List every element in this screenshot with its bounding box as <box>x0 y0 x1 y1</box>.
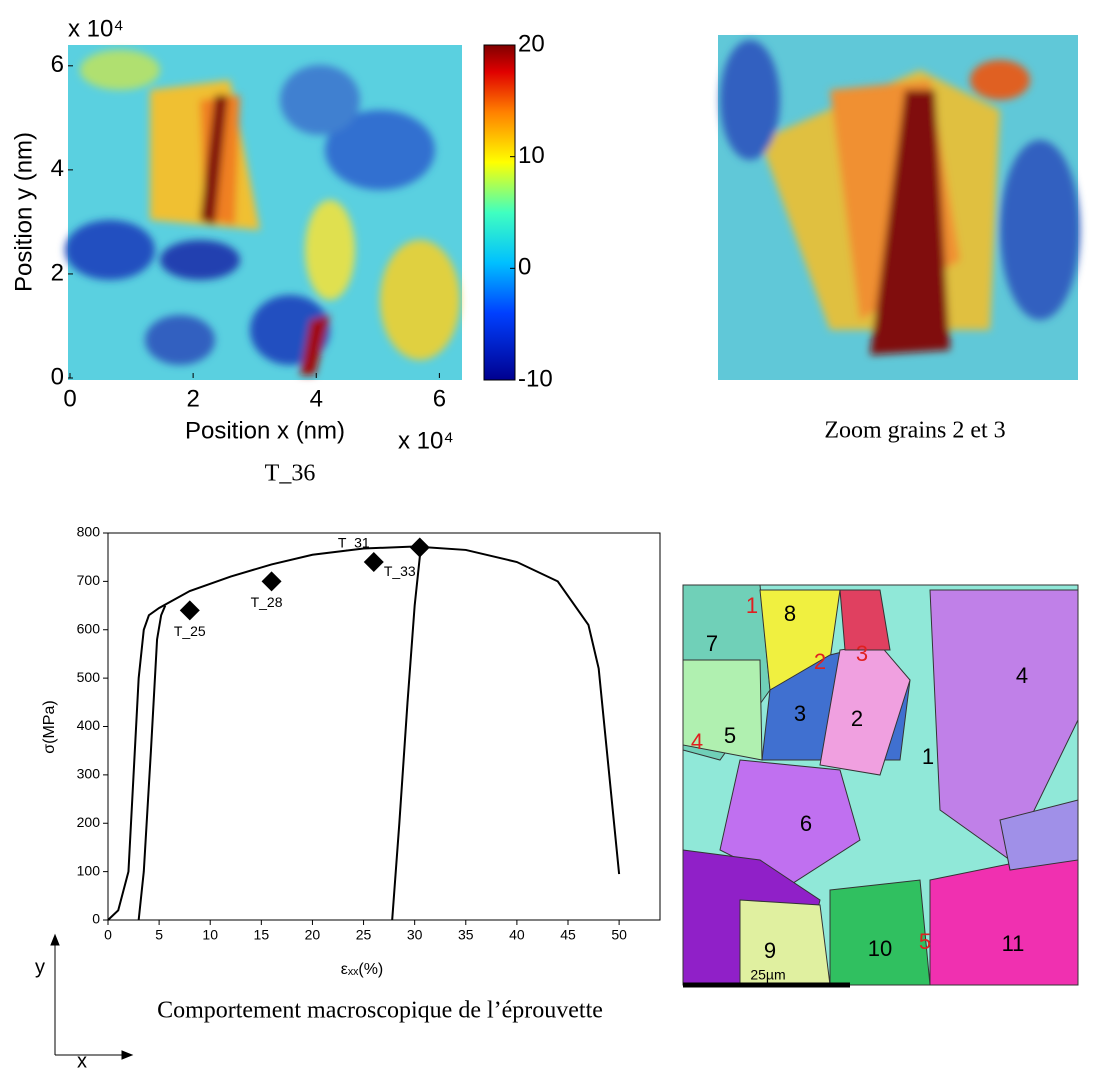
x-tick-label: 10 <box>202 927 218 943</box>
scale-label: 25µm <box>750 967 785 983</box>
heatmap-image <box>65 45 462 380</box>
y-tick-label: 0 <box>92 911 100 927</box>
grain-label: 4 <box>691 729 703 754</box>
zoom-caption: Zoom grains 2 et 3 <box>824 418 1005 444</box>
grain-label: 11 <box>1002 931 1025 956</box>
colorbar-tick-label: 10 <box>518 142 545 169</box>
grain-label: 9 <box>764 938 776 963</box>
grain-label: 10 <box>868 936 892 961</box>
y-multiplier: x 10⁴ <box>68 15 124 42</box>
marker <box>179 600 200 621</box>
x-tick-label: 45 <box>560 927 576 943</box>
x-tick-label: 4 <box>310 385 323 412</box>
y-tick-label: 200 <box>77 814 101 830</box>
colorbar-tick-label: 20 <box>518 30 545 57</box>
x-tick-label: 40 <box>509 927 525 943</box>
marker <box>409 537 430 558</box>
y-tick-label: 4 <box>51 155 64 182</box>
y-tick-label: 700 <box>77 572 101 588</box>
x-tick-label: 50 <box>611 927 627 943</box>
x-tick-label: 35 <box>458 927 474 943</box>
axis-indicator-label: x <box>77 1050 87 1068</box>
x-axis-label: Position x (nm) <box>185 417 345 444</box>
grain-label: 7 <box>706 631 718 656</box>
x-tick-label: 0 <box>104 927 112 943</box>
x-multiplier: x 10⁴ <box>398 427 454 454</box>
y-tick-label: 400 <box>77 717 101 733</box>
colorbar-tick-label: 0 <box>518 254 531 281</box>
y-tick-label: 800 <box>77 524 101 540</box>
y-axis-label: σ(MPa) <box>41 700 58 753</box>
colorbar <box>483 44 516 381</box>
grain-label: 3 <box>856 641 868 666</box>
grain-label: 6 <box>800 811 812 836</box>
x-tick-label: 20 <box>305 927 321 943</box>
y-tick-label: 300 <box>77 766 101 782</box>
grain-label: 3 <box>794 701 806 726</box>
line <box>137 605 167 921</box>
marker <box>363 552 384 573</box>
grain-label: 1 <box>746 593 758 618</box>
y-tick-label: 0 <box>51 363 64 390</box>
colorbar-tick-label: -10 <box>518 365 553 392</box>
y-tick-label: 100 <box>77 862 101 878</box>
x-tick-label: 15 <box>254 927 270 943</box>
y-tick-label: 600 <box>77 620 101 636</box>
grain-label: 2 <box>851 706 863 731</box>
y-axis-label: Position y (nm) <box>10 132 37 292</box>
caption: Comportement macroscopique de l’éprouvet… <box>157 998 603 1024</box>
x-axis-label: εₓₓ(%) <box>341 961 384 978</box>
x-tick-label: 2 <box>186 385 199 412</box>
marker-label: T_33 <box>384 563 416 579</box>
marker-label: T_25 <box>174 623 206 639</box>
grain-label: 1 <box>922 744 934 769</box>
marker-label: T_28 <box>251 594 283 610</box>
x-tick-label: 0 <box>63 385 76 412</box>
grain-label: 4 <box>1016 663 1028 688</box>
x-tick-label: 25 <box>356 927 372 943</box>
grain-label: 2 <box>814 649 826 674</box>
grain-label: 5 <box>919 929 931 954</box>
line <box>107 545 621 921</box>
x-tick-label: 30 <box>407 927 423 943</box>
y-tick-label: 500 <box>77 669 101 685</box>
marker <box>261 571 282 592</box>
zoom-image <box>718 35 1080 380</box>
line <box>391 547 422 921</box>
x-tick-label: 5 <box>155 927 163 943</box>
marker-label: T_31 <box>338 535 370 551</box>
y-tick-label: 6 <box>51 51 64 78</box>
grain-label: 8 <box>784 601 796 626</box>
axes-indicator <box>50 933 134 1060</box>
axis-indicator-label: y <box>35 956 45 978</box>
grain-label: 5 <box>724 723 736 748</box>
panel-title: T_36 <box>265 461 316 487</box>
ebsd-map <box>682 584 1079 986</box>
x-tick-label: 6 <box>433 385 446 412</box>
y-tick-label: 2 <box>51 259 64 286</box>
